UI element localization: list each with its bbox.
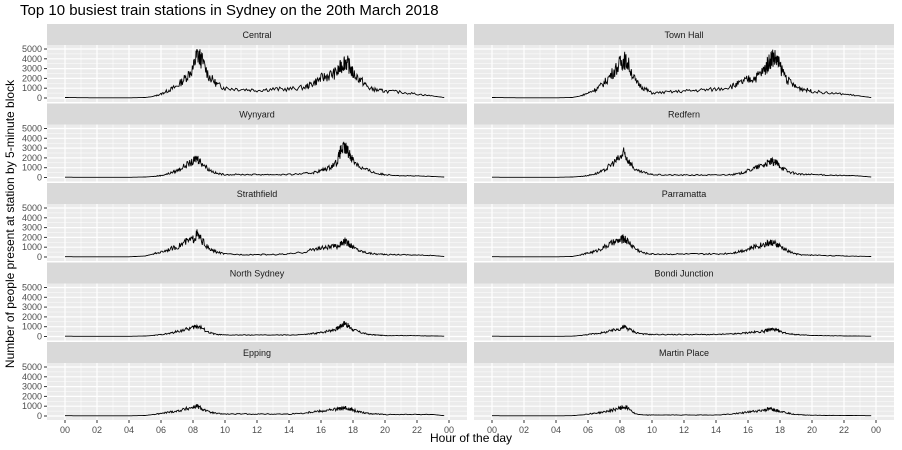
series-line xyxy=(65,404,445,417)
facet-strip-label: Epping xyxy=(243,348,271,358)
facet-strip-label: Strathfield xyxy=(237,189,278,199)
y-tick-label: 5000 xyxy=(22,362,42,372)
x-tick-label: 10 xyxy=(220,425,230,435)
x-tick-label: 04 xyxy=(551,425,561,435)
y-tick-label: 0 xyxy=(37,173,42,183)
x-tick-label: 14 xyxy=(284,425,294,435)
facet-strip xyxy=(474,342,894,363)
series-line xyxy=(492,49,872,99)
y-tick-label: 1000 xyxy=(22,242,42,252)
x-tick-label: 04 xyxy=(124,425,134,435)
facet-panel-town-hall: Town Hall xyxy=(474,24,894,102)
facet-panel-martin-place: Martin Place 00 02 04 06 08 10 12 14 16 18 20 22 00 xyxy=(474,342,894,435)
x-tick-label: 00 xyxy=(60,425,70,435)
y-tick-label: 5000 xyxy=(22,203,42,213)
y-tick-label: 4000 xyxy=(22,133,42,143)
facet-strip xyxy=(47,183,467,204)
facet-strip-label: Wynyard xyxy=(239,110,274,120)
x-tick-label: 16 xyxy=(316,425,326,435)
facet-panel-bondi-junction: Bondi Junction xyxy=(474,262,894,341)
x-tick-label: 20 xyxy=(807,425,817,435)
y-tick-label: 4000 xyxy=(22,372,42,382)
y-tick-label: 0 xyxy=(37,332,42,342)
y-tick-label: 1000 xyxy=(22,83,42,93)
x-tick-label: 18 xyxy=(775,425,785,435)
x-tick-label: 06 xyxy=(583,425,593,435)
facet-strip xyxy=(474,24,894,45)
x-tick-label: 00 xyxy=(444,425,454,435)
x-tick-label: 16 xyxy=(743,425,753,435)
y-tick-label: 2000 xyxy=(22,312,42,322)
y-tick-label: 5000 xyxy=(22,124,42,134)
series-line xyxy=(492,147,872,178)
y-tick-label: 1000 xyxy=(22,322,42,332)
series-line xyxy=(65,229,445,258)
facet-strip-label: Central xyxy=(242,30,271,40)
y-tick-label: 3000 xyxy=(22,143,42,153)
facet-strip-label: Martin Place xyxy=(659,348,709,358)
y-tick-label: 5000 xyxy=(22,283,42,293)
y-tick-label: 0 xyxy=(37,411,42,421)
x-tick-label: 00 xyxy=(871,425,881,435)
y-tick-label: 3000 xyxy=(22,302,42,312)
facet-strip-label: North Sydney xyxy=(230,269,285,279)
y-tick-label: 1000 xyxy=(22,401,42,411)
facet-panel-parramatta: Parramatta xyxy=(474,183,894,261)
y-tick-label: 1000 xyxy=(22,163,42,173)
facet-strip xyxy=(47,342,467,363)
y-tick-label: 5000 xyxy=(22,44,42,54)
facet-strip-label: Town Hall xyxy=(664,30,703,40)
series-line xyxy=(492,324,872,337)
x-tick-label: 06 xyxy=(156,425,166,435)
facet-strip xyxy=(474,262,894,284)
y-tick-label: 2000 xyxy=(22,391,42,401)
facet-strip xyxy=(474,103,894,125)
x-tick-label: 12 xyxy=(252,425,262,435)
y-tick-label: 3000 xyxy=(22,223,42,233)
series-line xyxy=(65,141,445,178)
series-line xyxy=(492,234,872,258)
x-tick-label: 22 xyxy=(412,425,422,435)
y-tick-label: 4000 xyxy=(22,54,42,64)
facet-strip-label: Parramatta xyxy=(662,189,707,199)
chart-title: Top 10 busiest train stations in Sydney … xyxy=(20,2,439,19)
x-tick-label: 00 xyxy=(487,425,497,435)
y-tick-label: 3000 xyxy=(22,64,42,74)
series-line xyxy=(65,48,445,99)
y-tick-label: 4000 xyxy=(22,292,42,302)
y-tick-label: 2000 xyxy=(22,73,42,83)
facet-panel-redfern: Redfern xyxy=(474,103,894,182)
x-tick-label: 22 xyxy=(839,425,849,435)
y-tick-label: 2000 xyxy=(22,153,42,163)
series-line xyxy=(65,321,445,337)
x-tick-label: 10 xyxy=(647,425,657,435)
facet-strip xyxy=(47,262,467,284)
y-tick-label: 2000 xyxy=(22,232,42,242)
facet-strip xyxy=(474,183,894,204)
facet-strip xyxy=(47,24,467,45)
x-tick-label: 08 xyxy=(188,425,198,435)
x-tick-label: 08 xyxy=(615,425,625,435)
x-axis-label-text: Hour of the day xyxy=(430,431,513,445)
x-tick-label: 12 xyxy=(679,425,689,435)
x-tick-label: 02 xyxy=(519,425,529,435)
y-tick-label: 0 xyxy=(37,252,42,262)
x-tick-label: 14 xyxy=(711,425,721,435)
x-tick-label: 02 xyxy=(92,425,102,435)
facet-strip-label: Redfern xyxy=(668,110,700,120)
series-line xyxy=(492,405,872,417)
x-tick-label: 18 xyxy=(348,425,358,435)
facet-strip xyxy=(47,103,467,125)
y-tick-label: 4000 xyxy=(22,213,42,223)
facet-strip-label: Bondi Junction xyxy=(654,269,713,279)
x-tick-label: 20 xyxy=(380,425,390,435)
y-tick-label: 0 xyxy=(37,93,42,103)
y-tick-label: 3000 xyxy=(22,382,42,392)
